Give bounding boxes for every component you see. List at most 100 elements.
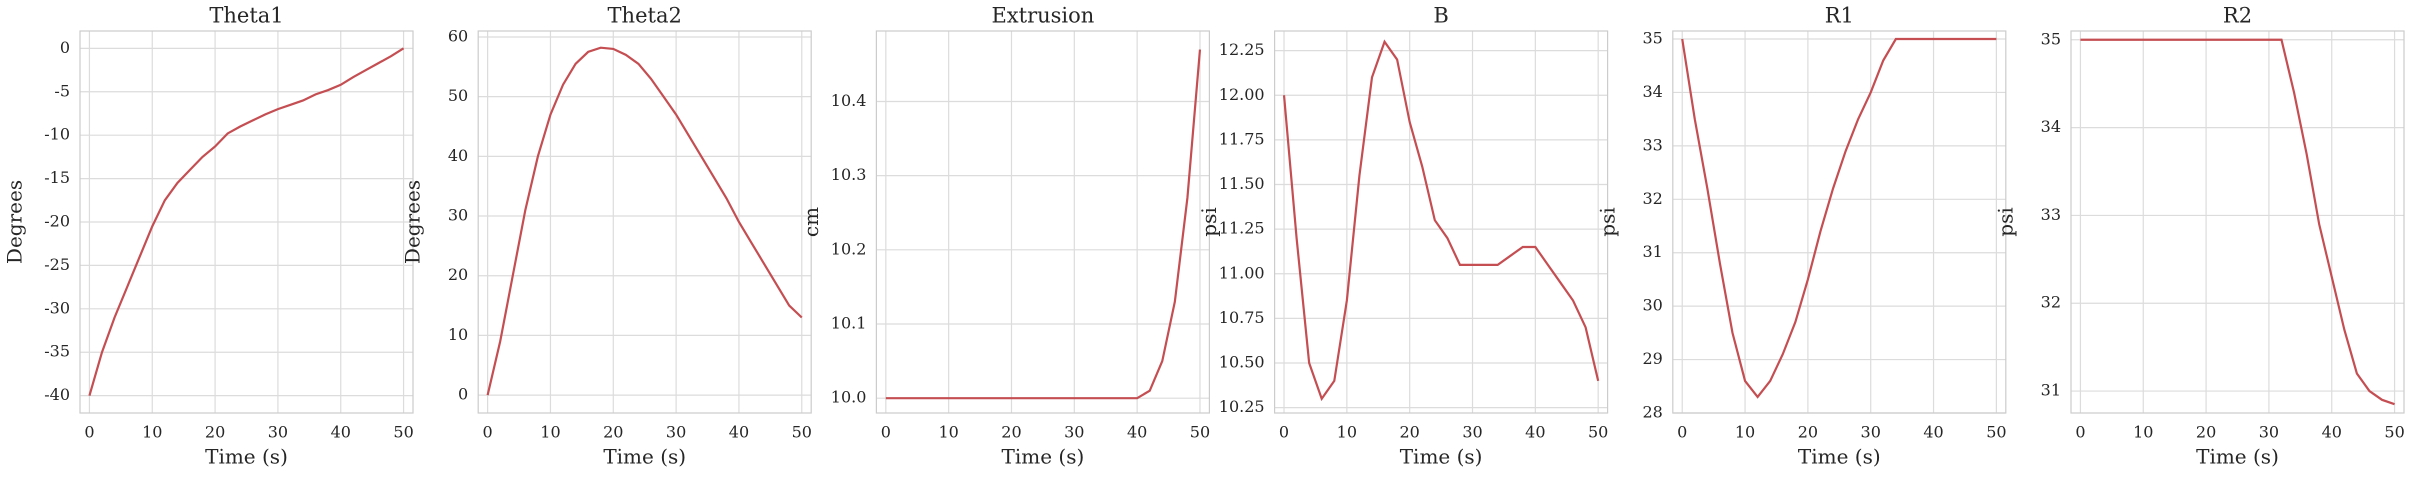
x-tick-label: 20 — [205, 423, 225, 442]
y-tick-label: 11.75 — [1219, 129, 1265, 148]
axes-frame — [79, 30, 414, 414]
y-tick-label: 10.50 — [1219, 353, 1265, 372]
y-tick-label: -35 — [44, 342, 70, 361]
x-tick-label: 40 — [1127, 423, 1147, 442]
y-tick-label: 10.3 — [831, 165, 867, 184]
y-tick-label: 35 — [2041, 29, 2061, 48]
y-tick-label: 11.50 — [1219, 174, 1265, 193]
chart-title: Theta2 — [608, 4, 682, 28]
x-tick-label: 50 — [1588, 423, 1608, 442]
chart-title: R1 — [1825, 4, 1854, 28]
y-tick-label: -15 — [44, 168, 70, 187]
x-tick-label: 30 — [666, 423, 686, 442]
x-tick-label: 0 — [2075, 423, 2085, 442]
x-tick-label: 30 — [1064, 423, 1084, 442]
y-tick-label: 32 — [2041, 293, 2061, 312]
y-axis-label: Degrees — [401, 180, 425, 264]
y-tick-label: 60 — [448, 26, 468, 45]
y-tick-label: 31 — [1642, 242, 1662, 261]
x-tick-label: 20 — [2196, 423, 2216, 442]
y-tick-label: 50 — [448, 86, 468, 105]
data-line — [1282, 39, 1600, 402]
x-tick-label: 50 — [1190, 423, 1210, 442]
x-tick-label: 0 — [483, 423, 493, 442]
y-tick-label: 32 — [1642, 189, 1662, 208]
x-tick-label: 20 — [1400, 423, 1420, 442]
x-tick-label: 40 — [1525, 423, 1545, 442]
x-tick-label: 40 — [331, 423, 351, 442]
x-tick-label: 40 — [729, 423, 749, 442]
y-tick-label: 10.75 — [1219, 308, 1265, 327]
y-tick-label: -40 — [44, 385, 70, 404]
x-tick-label: 30 — [1462, 423, 1482, 442]
x-axis-label: Time (s) — [1002, 445, 1085, 469]
y-tick-label: 33 — [2041, 205, 2061, 224]
data-line — [885, 49, 1202, 400]
y-tick-label: 31 — [2041, 381, 2061, 400]
y-tick-label: -20 — [44, 212, 70, 231]
y-tick-label: 34 — [1642, 82, 1662, 101]
y-tick-label: 29 — [1642, 349, 1662, 368]
chart-title: R2 — [2223, 4, 2252, 28]
x-tick-label: 50 — [393, 423, 413, 442]
x-tick-label: 10 — [1337, 423, 1357, 442]
y-tick-label: 0 — [60, 38, 70, 57]
data-line — [1681, 37, 1997, 399]
data-line — [88, 47, 405, 396]
y-tick-label: 30 — [448, 206, 468, 225]
x-tick-label: 10 — [938, 423, 958, 442]
y-tick-label: 10.25 — [1219, 397, 1265, 416]
axes-frame — [1672, 30, 2007, 414]
y-tick-label: 10.2 — [831, 239, 867, 258]
x-tick-label: 30 — [268, 423, 288, 442]
x-tick-label: 0 — [1677, 423, 1687, 442]
data-line — [486, 46, 803, 396]
x-tick-label: 50 — [2384, 423, 2404, 442]
y-tick-label: 12.25 — [1219, 40, 1265, 59]
x-tick-label: 40 — [2322, 423, 2342, 442]
x-axis-label: Time (s) — [2196, 445, 2279, 469]
y-tick-label: -30 — [44, 298, 70, 317]
axes-frame — [477, 30, 812, 414]
chart-title: Theta1 — [209, 4, 283, 28]
x-tick-label: 40 — [1923, 423, 1943, 442]
x-tick-label: 20 — [603, 423, 623, 442]
x-tick-label: 50 — [1986, 423, 2006, 442]
x-tick-label: 20 — [1001, 423, 1021, 442]
x-tick-label: 30 — [1861, 423, 1881, 442]
y-tick-label: 35 — [1642, 29, 1662, 48]
chart-title: Extrusion — [991, 4, 1094, 28]
y-axis-label: psi — [1595, 207, 1619, 236]
y-tick-label: 30 — [1642, 296, 1662, 315]
y-tick-label: 10 — [448, 325, 468, 344]
y-tick-label: 40 — [448, 146, 468, 165]
x-tick-label: 20 — [1798, 423, 1818, 442]
x-tick-label: 10 — [1735, 423, 1755, 442]
y-tick-label: 11.00 — [1219, 263, 1265, 282]
axes-frame — [1273, 30, 1609, 414]
x-tick-label: 0 — [1279, 423, 1289, 442]
x-axis-label: Time (s) — [205, 445, 288, 469]
y-axis-label: psi — [1994, 207, 2018, 236]
y-tick-label: 12.00 — [1219, 85, 1265, 104]
y-axis-label: Degrees — [3, 180, 27, 264]
x-axis-label: Time (s) — [1798, 445, 1881, 469]
y-tick-label: 10.4 — [831, 91, 867, 110]
y-tick-label: 0 — [458, 385, 468, 404]
y-tick-label: -5 — [54, 81, 70, 100]
y-tick-label: 11.25 — [1219, 219, 1265, 238]
x-axis-label: Time (s) — [1400, 445, 1483, 469]
y-axis-label: psi — [1197, 207, 1221, 236]
y-tick-label: -10 — [44, 125, 70, 144]
x-tick-label: 10 — [142, 423, 162, 442]
axes-frame — [2070, 30, 2405, 414]
chart-title: B — [1433, 4, 1448, 28]
data-line — [2080, 38, 2395, 406]
x-tick-label: 10 — [540, 423, 560, 442]
x-tick-label: 10 — [2133, 423, 2153, 442]
y-axis-label: cm — [799, 207, 823, 237]
axes-frame — [875, 30, 1211, 414]
x-tick-label: 50 — [792, 423, 812, 442]
